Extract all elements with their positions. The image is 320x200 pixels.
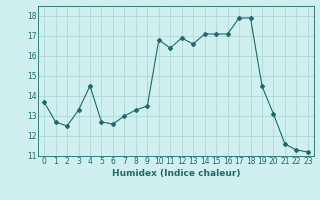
X-axis label: Humidex (Indice chaleur): Humidex (Indice chaleur) <box>112 169 240 178</box>
